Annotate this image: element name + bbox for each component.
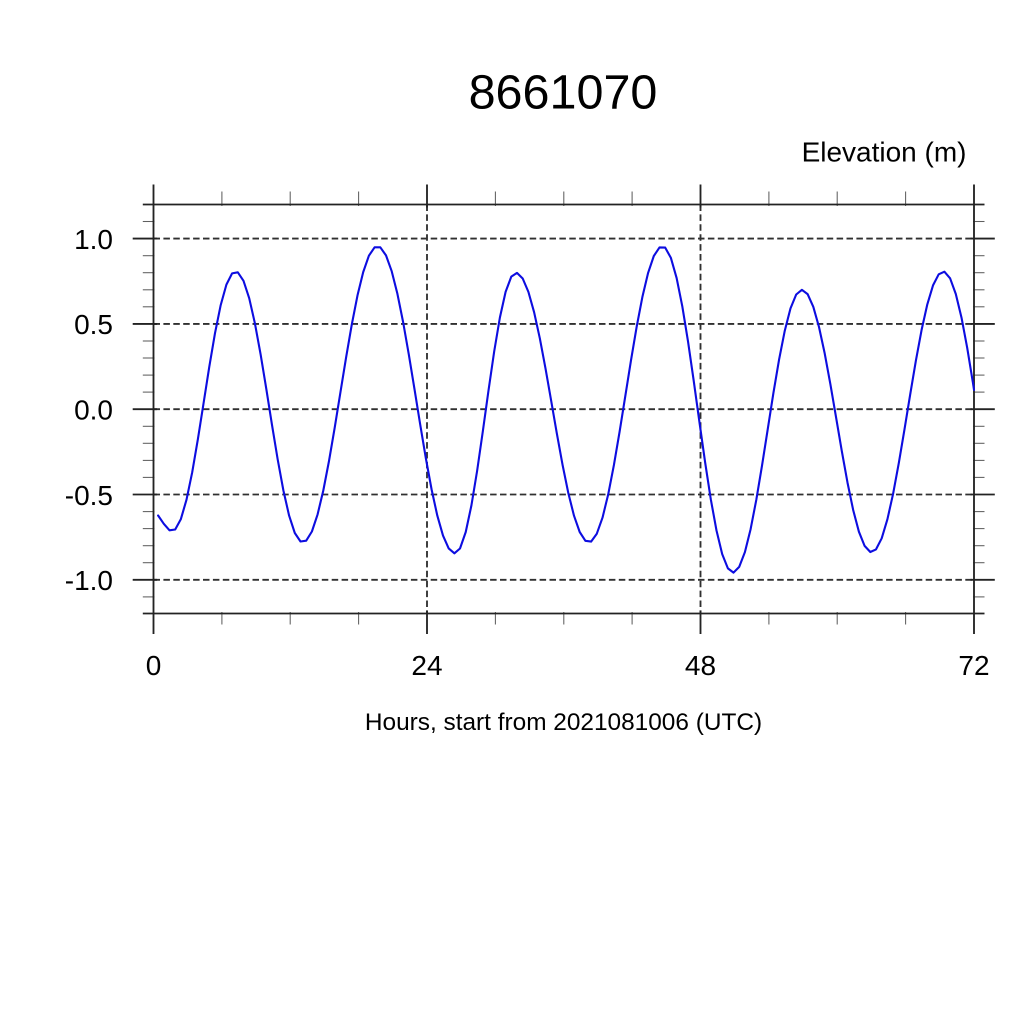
svg-text:0.5: 0.5: [74, 309, 113, 340]
svg-text:0: 0: [146, 650, 162, 681]
svg-text:Hours, start from 2021081006 (: Hours, start from 2021081006 (UTC): [365, 709, 762, 736]
svg-text:Elevation (m): Elevation (m): [802, 137, 967, 168]
svg-text:8661070: 8661070: [469, 65, 658, 119]
svg-text:24: 24: [411, 650, 442, 681]
svg-text:0.0: 0.0: [74, 395, 113, 426]
svg-text:-1.0: -1.0: [65, 565, 113, 596]
svg-text:1.0: 1.0: [74, 224, 113, 255]
svg-text:-0.5: -0.5: [65, 480, 113, 511]
svg-text:48: 48: [685, 650, 716, 681]
svg-text:72: 72: [958, 650, 989, 681]
